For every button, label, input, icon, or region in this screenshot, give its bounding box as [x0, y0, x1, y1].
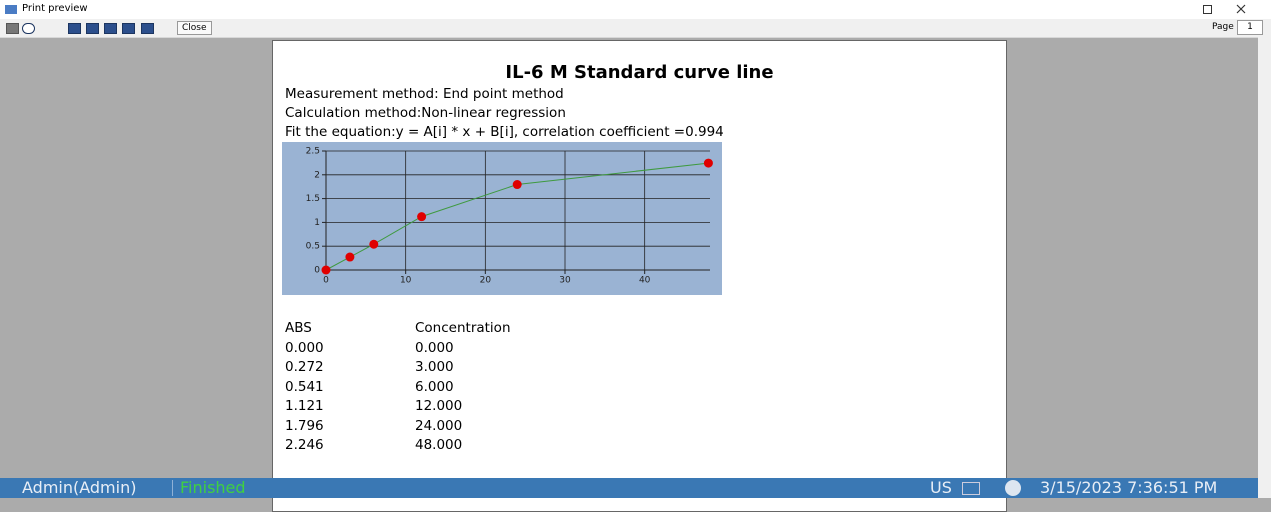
- data-point: [417, 212, 427, 222]
- x-tick-label: 40: [639, 276, 651, 286]
- title-bar: Print preview: [0, 0, 1271, 19]
- table-cell: 0.272: [285, 359, 324, 375]
- page-label: Page: [1212, 22, 1234, 32]
- curve-line: [325, 162, 709, 271]
- close-button[interactable]: Close: [177, 21, 212, 35]
- table-cell: 48.000: [415, 437, 463, 453]
- data-point: [703, 158, 713, 168]
- print-icon[interactable]: [6, 23, 19, 34]
- data-point: [345, 252, 355, 262]
- page-spinner[interactable]: 1: [1237, 20, 1263, 35]
- document-line: Fit the equation:y = A[i] * x + B[i], co…: [285, 124, 724, 140]
- table-cell: 3.000: [415, 359, 454, 375]
- keyboard-icon: [962, 482, 980, 495]
- table-cell: 12.000: [415, 398, 463, 414]
- three-page-icon[interactable]: [104, 23, 117, 34]
- two-page-icon[interactable]: [86, 23, 99, 34]
- status-datetime: 3/15/2023 7:36:51 PM: [1040, 478, 1218, 497]
- table-cell: 24.000: [415, 417, 463, 434]
- status-bar: Admin(Admin) Finished US 3/15/2023 7:36:…: [0, 478, 1258, 498]
- four-page-icon[interactable]: [122, 23, 135, 34]
- preview-page: IL-6 M Standard curve line Measurement m…: [272, 40, 1007, 512]
- table-cell: 0.000: [285, 339, 324, 356]
- y-tick-label: 0.5: [306, 242, 320, 252]
- y-tick-label: 0: [314, 266, 320, 276]
- table-cell: 1.796: [285, 417, 324, 434]
- table-cell: 0.000: [415, 339, 454, 356]
- zoom-icon[interactable]: [22, 23, 35, 34]
- status-state: Finished: [180, 478, 246, 497]
- six-page-icon[interactable]: [141, 23, 154, 34]
- close-window-button[interactable]: [1236, 4, 1246, 14]
- table-cell: 1.121: [285, 398, 324, 414]
- x-tick-label: 30: [559, 276, 571, 286]
- chart-background: [282, 142, 722, 295]
- scrollbar[interactable]: [1258, 37, 1271, 498]
- toolbar: Close Page 1: [0, 19, 1271, 38]
- window-title: Print preview: [22, 3, 88, 14]
- y-tick-label: 1: [314, 218, 320, 228]
- table-cell: 2.246: [285, 437, 324, 453]
- y-tick-label: 2: [314, 170, 320, 180]
- x-tick-label: 20: [480, 276, 492, 286]
- one-page-icon[interactable]: [68, 23, 81, 34]
- y-tick-label: 2.5: [306, 147, 320, 157]
- table-header: Concentration: [415, 320, 511, 336]
- help-icon[interactable]: [1005, 480, 1021, 496]
- table-cell: 0.541: [285, 378, 324, 395]
- y-tick-label: 1.5: [306, 194, 320, 204]
- document-line: Measurement method: End point method: [285, 86, 564, 102]
- separator: [172, 480, 173, 496]
- status-user: Admin(Admin): [22, 478, 137, 497]
- data-point: [512, 180, 522, 190]
- data-point: [369, 239, 379, 249]
- status-language: US: [930, 478, 952, 497]
- x-tick-label: 0: [323, 276, 329, 286]
- document-line: Calculation method:Non-linear regression: [285, 105, 566, 121]
- table-header: ABS: [285, 320, 312, 336]
- app-icon: [5, 5, 17, 14]
- restore-button[interactable]: [1203, 5, 1212, 14]
- data-point: [321, 265, 331, 275]
- document-title: IL-6 M Standard curve line: [505, 62, 774, 83]
- table-cell: 6.000: [415, 378, 454, 395]
- x-tick-label: 10: [400, 276, 412, 286]
- chart: 0 0.5 1 1.5 2 2.5 0 10 20 30 40: [282, 142, 722, 295]
